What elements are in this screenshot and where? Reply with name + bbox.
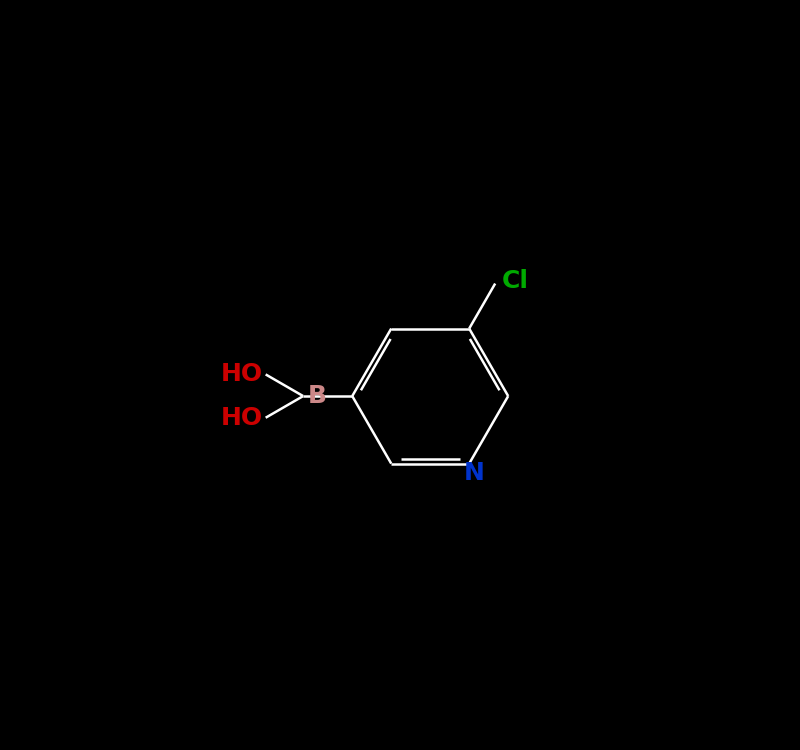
Text: HO: HO (221, 362, 262, 386)
Text: B: B (308, 384, 326, 408)
Text: N: N (464, 460, 485, 484)
Text: Cl: Cl (502, 268, 529, 292)
Text: HO: HO (221, 406, 262, 430)
